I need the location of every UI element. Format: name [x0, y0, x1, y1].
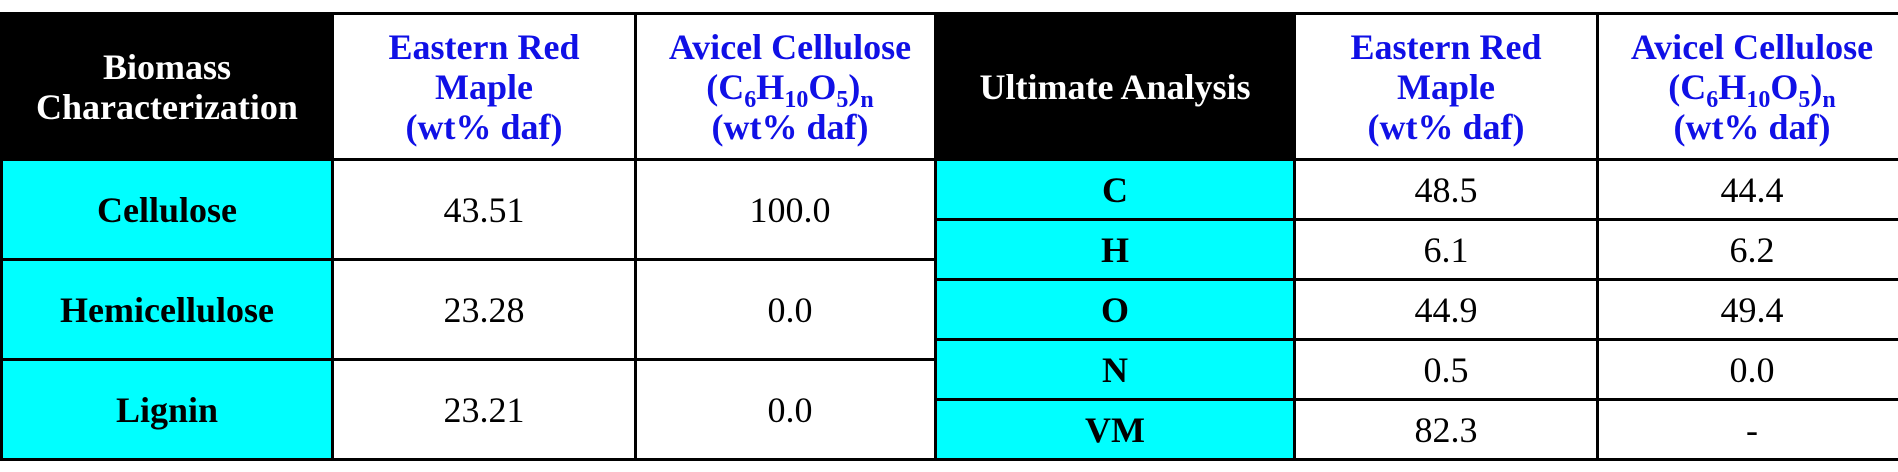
formula-part: (C: [706, 66, 745, 107]
table-row: C 48.5 44.4: [934, 158, 1898, 221]
column-header-eastern-red-maple: Eastern Red Maple (wt% daf): [1293, 12, 1599, 161]
table-cell: 44.4: [1596, 158, 1898, 221]
table-row: N 0.5 0.0: [934, 338, 1898, 401]
table-header-row: Biomass Characterization Eastern Red Map…: [0, 12, 946, 161]
table-row: Lignin 23.21 0.0: [0, 358, 946, 461]
column-header-avicel-cellulose: Avicel Cellulose (C6H10O5)n (wt% daf): [634, 12, 946, 161]
formula-subscript: 10: [784, 86, 809, 113]
header-line: (wt% daf): [1673, 106, 1831, 147]
table-cell: 6.2: [1596, 218, 1898, 281]
table-cell: 82.3: [1293, 398, 1599, 461]
header-line: (wt% daf): [405, 106, 563, 147]
biomass-characterization-table: Biomass Characterization Eastern Red Map…: [0, 12, 946, 461]
table-cell: -: [1596, 398, 1898, 461]
formula-part: H: [756, 66, 785, 107]
formula-part: O: [808, 66, 837, 107]
header-line: Avicel Cellulose: [668, 26, 912, 67]
table-cell: 43.51: [331, 158, 637, 261]
row-label-hemicellulose: Hemicellulose: [0, 258, 334, 361]
header-line: Eastern Red: [1350, 26, 1542, 67]
ultimate-analysis-table: Ultimate Analysis Eastern Red Maple (wt%…: [934, 12, 1898, 461]
row-label-vm: VM: [934, 398, 1296, 461]
header-line: Avicel Cellulose: [1630, 26, 1874, 67]
formula-part: ): [1810, 66, 1823, 107]
table-cell: 100.0: [634, 158, 946, 261]
formula-subscript: 5: [836, 86, 849, 113]
table-row: VM 82.3 -: [934, 398, 1898, 461]
row-label-n: N: [934, 338, 1296, 401]
header-line: Biomass: [102, 46, 232, 87]
table-cell: 23.28: [331, 258, 637, 361]
header-line: Maple: [1397, 66, 1495, 107]
row-label-o: O: [934, 278, 1296, 341]
table-cell: 49.4: [1596, 278, 1898, 341]
formula-part: ): [848, 66, 861, 107]
row-label-c: C: [934, 158, 1296, 221]
table-header-row: Ultimate Analysis Eastern Red Maple (wt%…: [934, 12, 1898, 161]
table-row: O 44.9 49.4: [934, 278, 1898, 341]
row-label-lignin: Lignin: [0, 358, 334, 461]
column-header-avicel-cellulose: Avicel Cellulose (C6H10O5)n (wt% daf): [1596, 12, 1898, 161]
formula-subscript: 5: [1798, 86, 1811, 113]
column-header-ultimate-analysis: Ultimate Analysis: [934, 12, 1296, 161]
column-header-eastern-red-maple: Eastern Red Maple (wt% daf): [331, 12, 637, 161]
formula-subscript: 10: [1746, 86, 1771, 113]
formula-part: O: [1770, 66, 1799, 107]
table-cell: 0.0: [634, 258, 946, 361]
header-line: Eastern Red: [388, 26, 580, 67]
table-cell: 0.0: [1596, 338, 1898, 401]
header-line: (wt% daf): [711, 106, 869, 147]
formula-part: H: [1718, 66, 1747, 107]
table-row: Cellulose 43.51 100.0: [0, 158, 946, 261]
row-label-h: H: [934, 218, 1296, 281]
header-line: Characterization: [36, 86, 298, 127]
formula-part: (C: [1668, 66, 1707, 107]
column-header-biomass-characterization: Biomass Characterization: [0, 12, 334, 161]
chemical-formula: (C6H10O5)n: [1599, 66, 1898, 112]
header-line: Maple: [435, 66, 533, 107]
header-line: (wt% daf): [1367, 106, 1525, 147]
table-cell: 44.9: [1293, 278, 1599, 341]
table-cell: 48.5: [1293, 158, 1599, 221]
table-row: Hemicellulose 23.28 0.0: [0, 258, 946, 361]
formula-subscript: 6: [1706, 86, 1719, 113]
formula-subscript: 6: [744, 86, 757, 113]
formula-subscript: n: [860, 86, 874, 113]
table-cell: 0.5: [1293, 338, 1599, 401]
table-cell: 0.0: [634, 358, 946, 461]
formula-subscript: n: [1822, 86, 1836, 113]
table-cell: 6.1: [1293, 218, 1599, 281]
table-row: H 6.1 6.2: [934, 218, 1898, 281]
chemical-formula: (C6H10O5)n: [637, 66, 943, 112]
table-cell: 23.21: [331, 358, 637, 461]
row-label-cellulose: Cellulose: [0, 158, 334, 261]
